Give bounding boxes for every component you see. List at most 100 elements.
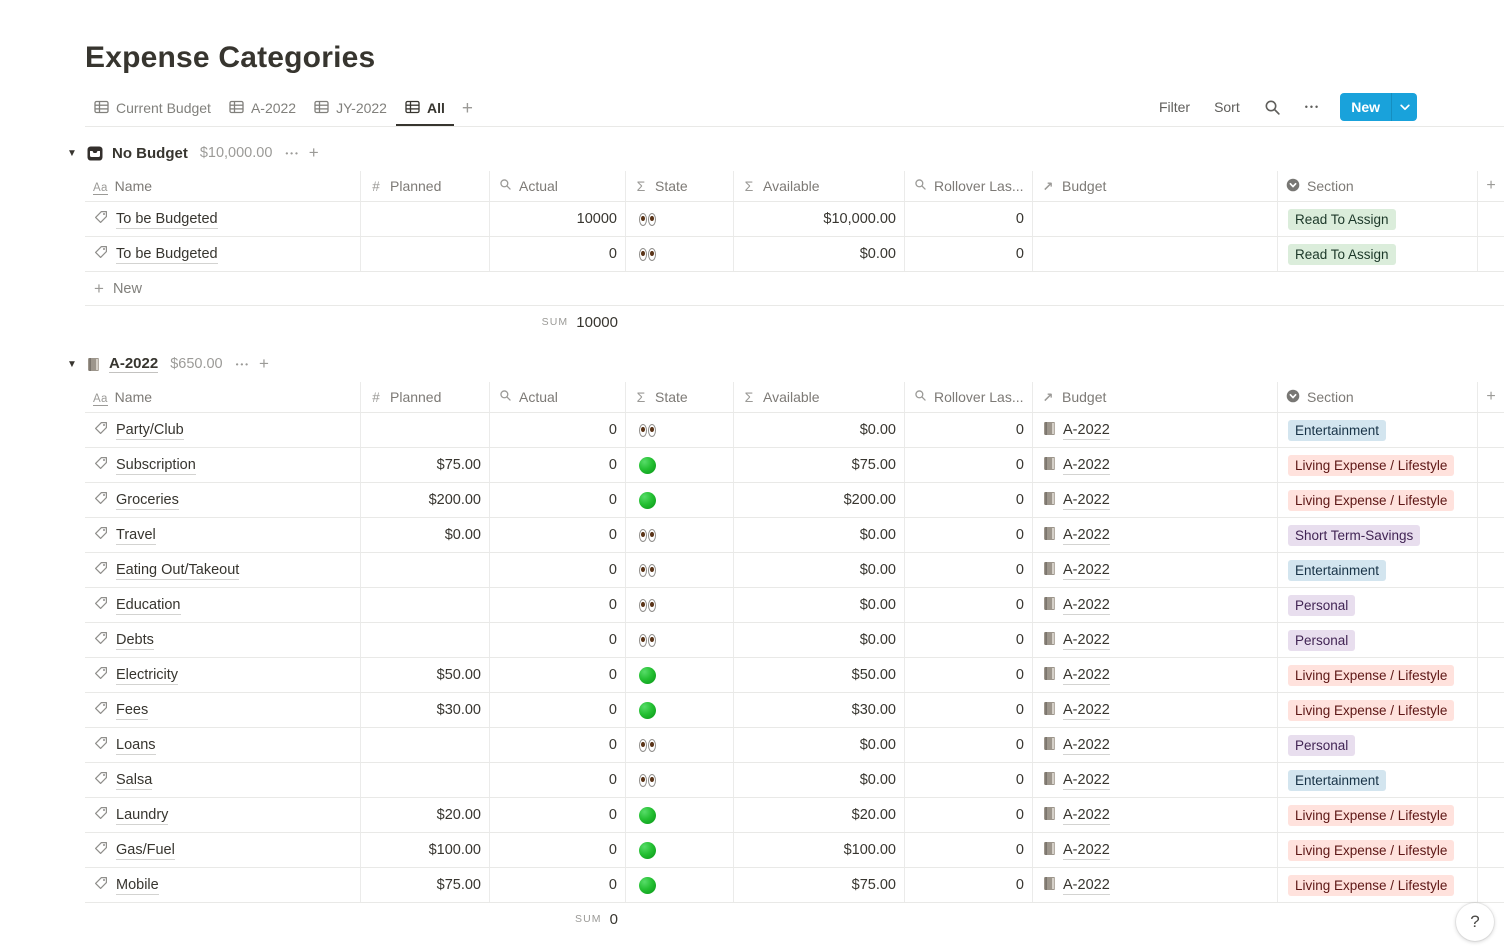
cell-planned[interactable]: $75.00 — [361, 868, 490, 902]
row-name-link[interactable]: Mobile — [116, 876, 159, 895]
budget-relation-link[interactable]: A-2022 — [1063, 491, 1110, 510]
new-button-label[interactable]: New — [1351, 99, 1380, 115]
help-button[interactable]: ? — [1456, 903, 1494, 941]
cell-rollover[interactable]: 0 — [905, 833, 1033, 867]
cell-section[interactable]: Personal — [1278, 588, 1478, 622]
cell-actual[interactable]: 10000 — [490, 202, 626, 236]
cell-planned[interactable]: $30.00 — [361, 693, 490, 727]
cell-state[interactable] — [626, 763, 734, 797]
cell-budget[interactable]: A-2022 — [1033, 693, 1278, 727]
cell-rollover[interactable]: 0 — [905, 202, 1033, 236]
cell-available[interactable]: $75.00 — [734, 448, 905, 482]
chevron-down-icon[interactable] — [1392, 93, 1417, 121]
cell-planned[interactable]: $100.00 — [361, 833, 490, 867]
column-header-rollover-las-[interactable]: Rollover Las... — [905, 382, 1033, 412]
cell-budget[interactable]: A-2022 — [1033, 588, 1278, 622]
column-header-rollover-las-[interactable]: Rollover Las... — [905, 171, 1033, 201]
new-button[interactable]: New — [1340, 93, 1417, 121]
cell-available[interactable]: $0.00 — [734, 237, 905, 271]
cell-actual[interactable]: 0 — [490, 833, 626, 867]
cell-state[interactable] — [626, 588, 734, 622]
cell-available[interactable]: $200.00 — [734, 483, 905, 517]
cell-available[interactable]: $0.00 — [734, 728, 905, 762]
cell-name[interactable]: Debts — [85, 623, 361, 657]
tab-current-budget[interactable]: Current Budget — [85, 92, 220, 126]
cell-section[interactable]: Living Expense / Lifestyle — [1278, 658, 1478, 692]
cell-name[interactable]: Subscription — [85, 448, 361, 482]
sort-button[interactable]: Sort — [1214, 99, 1240, 115]
cell-actual[interactable]: 0 — [490, 448, 626, 482]
filter-button[interactable]: Filter — [1158, 99, 1191, 115]
budget-relation-link[interactable]: A-2022 — [1063, 841, 1110, 860]
row-name-link[interactable]: To be Budgeted — [116, 210, 218, 229]
cell-actual[interactable]: 0 — [490, 237, 626, 271]
cell-budget[interactable]: A-2022 — [1033, 553, 1278, 587]
cell-available[interactable]: $100.00 — [734, 833, 905, 867]
cell-state[interactable] — [626, 237, 734, 271]
budget-relation-link[interactable]: A-2022 — [1063, 421, 1110, 440]
cell-actual[interactable]: 0 — [490, 553, 626, 587]
cell-state[interactable] — [626, 693, 734, 727]
cell-rollover[interactable]: 0 — [905, 483, 1033, 517]
column-header-section[interactable]: Section — [1278, 171, 1478, 201]
cell-planned[interactable] — [361, 728, 490, 762]
cell-section[interactable]: Read To Assign — [1278, 202, 1478, 236]
row-name-link[interactable]: Education — [116, 596, 181, 615]
cell-section[interactable]: Living Expense / Lifestyle — [1278, 448, 1478, 482]
cell-planned[interactable] — [361, 588, 490, 622]
cell-planned[interactable]: $20.00 — [361, 798, 490, 832]
cell-budget[interactable] — [1033, 237, 1278, 271]
cell-actual[interactable]: 0 — [490, 413, 626, 447]
cell-budget[interactable]: A-2022 — [1033, 798, 1278, 832]
cell-state[interactable] — [626, 483, 734, 517]
cell-planned[interactable] — [361, 413, 490, 447]
cell-budget[interactable]: A-2022 — [1033, 448, 1278, 482]
cell-name[interactable]: Eating Out/Takeout — [85, 553, 361, 587]
cell-planned[interactable] — [361, 202, 490, 236]
column-header-actual[interactable]: Actual — [490, 171, 626, 201]
budget-relation-link[interactable]: A-2022 — [1063, 596, 1110, 615]
cell-actual[interactable]: 0 — [490, 693, 626, 727]
column-header-state[interactable]: Σ State — [626, 382, 734, 412]
row-name-link[interactable]: Electricity — [116, 666, 179, 685]
cell-available[interactable]: $0.00 — [734, 413, 905, 447]
cell-actual[interactable]: 0 — [490, 518, 626, 552]
budget-relation-link[interactable]: A-2022 — [1063, 631, 1110, 650]
cell-budget[interactable]: A-2022 — [1033, 833, 1278, 867]
cell-budget[interactable]: A-2022 — [1033, 868, 1278, 902]
cell-planned[interactable]: $75.00 — [361, 448, 490, 482]
column-header-name[interactable]: Aa Name — [85, 171, 361, 201]
row-name-link[interactable]: Debts — [116, 631, 154, 650]
group-more-icon[interactable]: ••• — [285, 148, 300, 158]
add-view-button[interactable]: + — [461, 98, 473, 119]
column-header-actual[interactable]: Actual — [490, 382, 626, 412]
collapse-toggle-icon[interactable]: ▼ — [67, 147, 77, 159]
cell-actual[interactable]: 0 — [490, 763, 626, 797]
budget-relation-link[interactable]: A-2022 — [1063, 806, 1110, 825]
cell-section[interactable]: Read To Assign — [1278, 237, 1478, 271]
cell-planned[interactable]: $0.00 — [361, 518, 490, 552]
cell-budget[interactable]: A-2022 — [1033, 518, 1278, 552]
cell-actual[interactable]: 0 — [490, 623, 626, 657]
add-property-icon[interactable]: + — [1486, 388, 1496, 405]
cell-state[interactable] — [626, 658, 734, 692]
cell-planned[interactable]: $50.00 — [361, 658, 490, 692]
cell-name[interactable]: To be Budgeted — [85, 202, 361, 236]
group-more-icon[interactable]: ••• — [235, 359, 250, 369]
search-icon[interactable] — [1264, 99, 1281, 116]
cell-name[interactable]: Travel — [85, 518, 361, 552]
cell-available[interactable]: $75.00 — [734, 868, 905, 902]
row-name-link[interactable]: Laundry — [116, 806, 169, 825]
row-name-link[interactable]: Fees — [116, 701, 149, 720]
budget-relation-link[interactable]: A-2022 — [1063, 736, 1110, 755]
group-title[interactable]: No Budget — [112, 144, 188, 162]
tab-a-2022[interactable]: A-2022 — [220, 92, 305, 126]
sum-row[interactable]: SUM 10000 — [85, 306, 626, 338]
cell-section[interactable]: Entertainment — [1278, 413, 1478, 447]
column-header-available[interactable]: Σ Available — [734, 382, 905, 412]
cell-state[interactable] — [626, 833, 734, 867]
cell-state[interactable] — [626, 413, 734, 447]
cell-name[interactable]: Mobile — [85, 868, 361, 902]
cell-actual[interactable]: 0 — [490, 658, 626, 692]
cell-planned[interactable] — [361, 623, 490, 657]
